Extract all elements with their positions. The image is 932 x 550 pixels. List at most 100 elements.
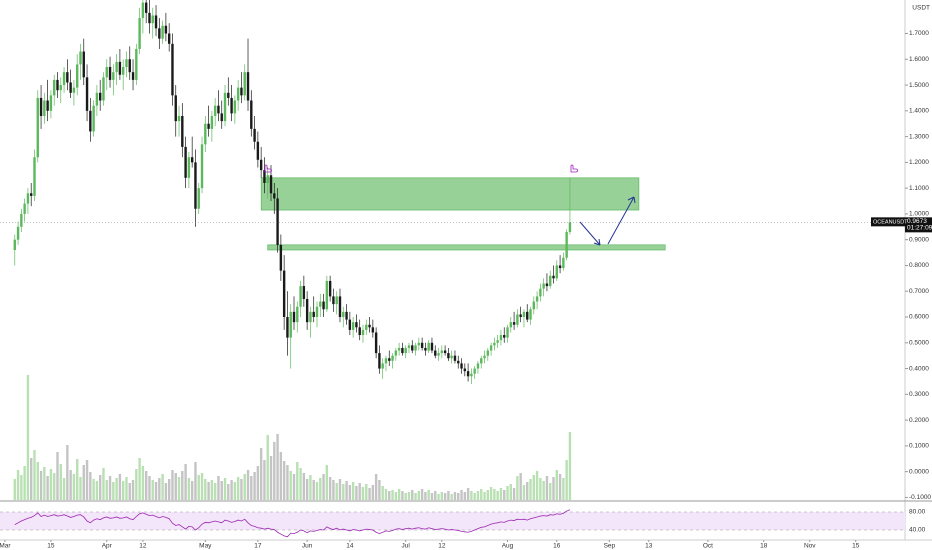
x-tick-label: Nov (804, 543, 816, 550)
volume-bar (522, 485, 526, 500)
candle-body (309, 311, 312, 323)
candle-body (158, 28, 161, 39)
y-tick-label: 0.9000 (909, 236, 929, 243)
volume-bar (253, 472, 256, 500)
candle-body (23, 203, 26, 214)
volume-bar (509, 484, 513, 500)
candle-body (480, 358, 483, 364)
candle-body (526, 311, 529, 320)
volume-bar (56, 452, 59, 500)
candle-body (292, 311, 296, 323)
volume-bar (516, 476, 519, 500)
candle-body (374, 332, 378, 354)
volume-bar (256, 466, 260, 500)
candle-body (499, 335, 503, 341)
volume-bar (460, 490, 463, 500)
volume-bar (420, 489, 424, 500)
candle-body (135, 48, 138, 80)
candle-body (171, 43, 174, 96)
volume-bar (250, 476, 253, 500)
volume-bar (565, 460, 568, 500)
zone (267, 244, 666, 251)
candle-body (394, 350, 398, 356)
candle-body (39, 97, 43, 116)
candle-body (220, 113, 223, 122)
y-tick-label: 1.6000 (909, 56, 929, 63)
volume-bar (368, 488, 371, 500)
candle-body (207, 123, 210, 129)
volume-bar (558, 474, 562, 500)
volume-bar (549, 483, 552, 500)
volume-bar (59, 464, 62, 500)
candle-body (154, 15, 158, 29)
y-tick-label: 0.3000 (909, 391, 929, 398)
candle-body (190, 157, 194, 163)
y-tick-label: 0.4000 (909, 365, 929, 372)
candle-body (102, 77, 105, 101)
candle-body (256, 141, 260, 160)
volume-bar (263, 460, 266, 500)
volume-bar (167, 479, 171, 500)
volume-bar (302, 473, 306, 500)
candle-body (322, 301, 325, 310)
candle-body (177, 115, 181, 122)
volume-bar (332, 480, 335, 500)
candle-body (319, 301, 322, 307)
volume-bar (141, 466, 145, 500)
volume-bar (378, 480, 381, 500)
y-tick-label: 0.1000 (909, 443, 929, 450)
volume-bar (480, 489, 483, 500)
volume-bar (430, 493, 434, 500)
volume-bar (545, 476, 549, 500)
symbol-label: OCEANUSDT (873, 219, 908, 225)
candle-body (325, 280, 329, 310)
candle-body (355, 322, 358, 328)
candle-body (279, 244, 283, 271)
candle-body (112, 72, 115, 80)
volume-bar (181, 471, 184, 500)
candle-body (420, 342, 424, 348)
candle-body (496, 340, 499, 343)
candle-body (466, 371, 470, 377)
rsi-band (0, 512, 905, 530)
candle-body (13, 239, 16, 250)
volume-bar (177, 477, 181, 500)
candle-body (388, 358, 391, 361)
plot (13, 0, 666, 500)
volume-bar (39, 471, 43, 500)
candle-body (397, 347, 401, 351)
candle-body (16, 226, 20, 240)
rsi-tick-label: 80.00 (909, 509, 926, 516)
volume-bar (33, 450, 36, 500)
volume-bar (493, 489, 496, 500)
candle-body (427, 342, 430, 351)
volume-bar (325, 465, 329, 500)
volume-bar (220, 481, 223, 500)
candle-body (519, 314, 522, 318)
x-tick-label: Oct (703, 543, 713, 550)
candle-body (503, 335, 506, 338)
volume-bar (92, 479, 95, 500)
candle-body (204, 123, 207, 145)
candle-body (302, 286, 306, 299)
candle-body (125, 59, 128, 68)
volume-bar (407, 492, 411, 500)
volume-bar (404, 493, 407, 500)
volume-bar (135, 469, 138, 500)
candle-body (506, 327, 509, 338)
volume-bar (43, 467, 46, 500)
volume-bar (457, 493, 460, 500)
volume-bar (115, 478, 118, 500)
volume-bar (16, 470, 20, 500)
x-tick-label: 14 (346, 543, 354, 550)
candle-body (384, 358, 388, 364)
volume-bar (190, 481, 194, 500)
candle-body (358, 327, 361, 336)
volume-bar (496, 491, 499, 500)
y-tick-label: -0.1000 (909, 494, 931, 501)
volume-bar (204, 479, 207, 500)
volume-bar (240, 479, 243, 500)
candle-body (151, 15, 154, 24)
candle-body (59, 85, 62, 91)
